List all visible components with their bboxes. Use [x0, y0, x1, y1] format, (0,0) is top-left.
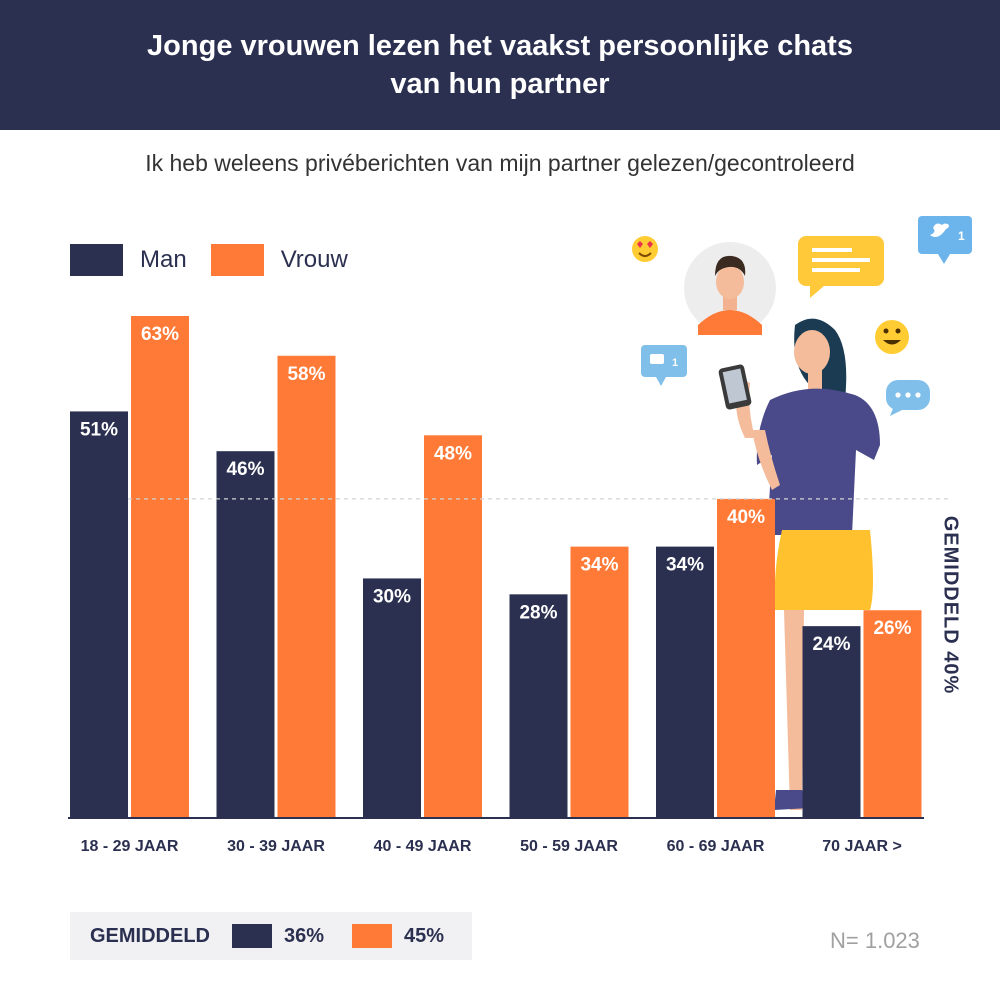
- average-summary-label: GEMIDDELD: [90, 924, 210, 947]
- average-value-man: 36%: [283, 924, 324, 947]
- legend-label-vrouw: Vrouw: [280, 246, 348, 273]
- sample-size: N= 1.023: [830, 928, 920, 953]
- x-tick-label-3: 50 - 59 JAAR: [520, 838, 618, 855]
- x-tick-label-5: 70 JAAR >: [822, 838, 902, 855]
- average-summary: GEMIDDELD 36% 45%: [70, 912, 472, 960]
- x-tick-label-0: 18 - 29 JAAR: [81, 838, 179, 855]
- average-swatch-man: [232, 924, 272, 948]
- bar-man-4: [656, 546, 714, 817]
- bar-label-man-3: 28%: [519, 602, 557, 623]
- bar-label-man-1: 46%: [226, 459, 264, 480]
- twitter-badge-count: 1: [958, 229, 965, 243]
- bar-vrouw-2: [424, 435, 482, 817]
- bar-man-5: [802, 626, 861, 817]
- bar-label-man-2: 30%: [373, 586, 411, 607]
- person-avatar-icon: [684, 242, 776, 335]
- average-line-label: GEMIDDELD 40%: [930, 515, 970, 695]
- bar-label-vrouw-1: 58%: [287, 364, 325, 385]
- average-value-vrouw: 45%: [403, 924, 444, 947]
- bar-vrouw-4: [717, 498, 775, 817]
- comment-badge-count: 1: [672, 357, 678, 369]
- x-tick-label-4: 60 - 69 JAAR: [667, 838, 765, 855]
- bar-label-man-0: 51%: [80, 419, 118, 440]
- bar-man-0: [70, 411, 128, 817]
- chat-bubble-icon: [798, 236, 884, 298]
- bar-vrouw-0: [131, 316, 189, 817]
- bar-vrouw-1: [277, 355, 336, 817]
- x-tick-labels: 18 - 29 JAAR 30 - 39 JAAR 40 - 49 JAAR 50 -…: [81, 838, 902, 855]
- page-title: Jonge vrouwen lezen het vaakst persoonli…: [147, 30, 853, 100]
- chart-legend: Man Vrouw: [70, 244, 372, 276]
- bars-layer: 51% 63% 46% 58% 30% 48% 28% 34% 34% 40% 24% 26%: [70, 316, 922, 817]
- x-tick-label-2: 40 - 49 JAAR: [374, 838, 472, 855]
- legend-swatch-man: [70, 244, 123, 276]
- header-bar: Jonge vrouwen lezen het vaakst persoonli…: [0, 0, 1000, 130]
- bar-label-man-4: 34%: [666, 555, 704, 576]
- bar-label-man-5: 24%: [812, 634, 850, 655]
- average-swatch-vrouw: [352, 924, 392, 948]
- bar-label-vrouw-5: 26%: [873, 618, 911, 639]
- bar-label-vrouw-4: 40%: [727, 507, 765, 528]
- bar-label-vrouw-2: 48%: [434, 443, 472, 464]
- bar-label-vrouw-3: 34%: [580, 555, 618, 576]
- legend-swatch-vrouw: [210, 244, 264, 276]
- bar-man-1: [216, 451, 275, 817]
- chart-subtitle: Ik heb weleens privéberichten van mijn p…: [145, 150, 855, 176]
- bar-vrouw-3: [570, 546, 629, 817]
- legend-label-man: Man: [140, 246, 187, 273]
- twitter-notification-icon: 1: [918, 216, 972, 264]
- smile-emoji-icon: [875, 320, 909, 354]
- average-line-label-text: GEMIDDELD 40%: [939, 515, 962, 695]
- heart-eyes-emoji-icon: [632, 236, 658, 262]
- bar-label-vrouw-0: 63%: [141, 324, 179, 345]
- bar-man-2: [363, 578, 421, 817]
- bar-vrouw-5: [863, 610, 922, 817]
- bar-man-3: [509, 594, 568, 817]
- x-tick-label-1: 30 - 39 JAAR: [227, 838, 325, 855]
- comment-notification-icon: 1: [641, 345, 687, 386]
- typing-bubble-icon: [886, 380, 930, 416]
